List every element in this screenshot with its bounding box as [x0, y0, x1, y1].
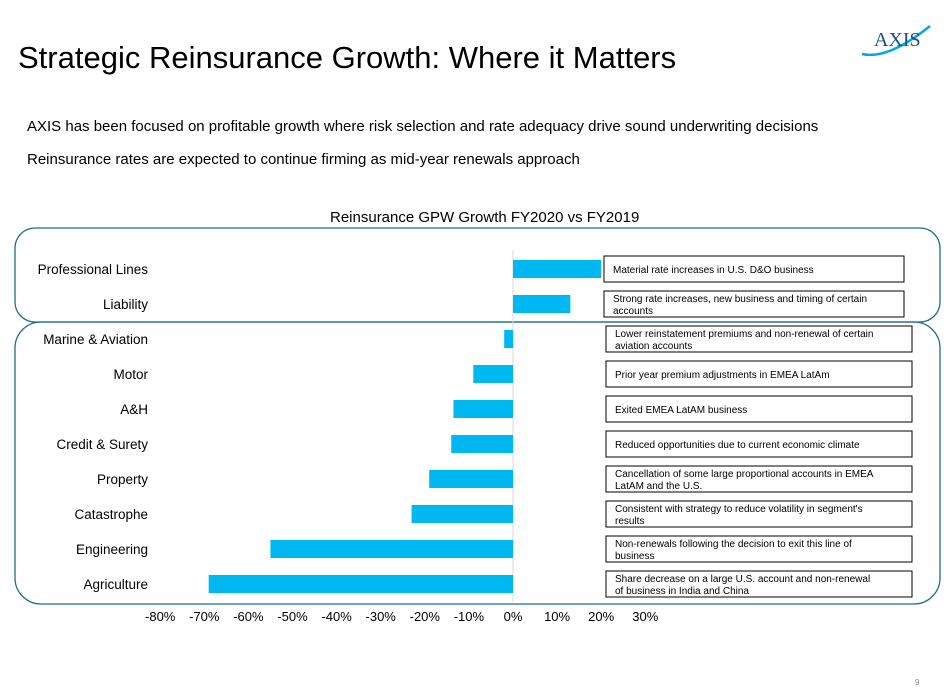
annotation-text: Exited EMEA LatAM business — [615, 405, 747, 416]
x-tick-label: 10% — [544, 609, 570, 624]
axis-logo: AXIS — [861, 25, 931, 57]
annotation-text: aviation accounts — [615, 341, 692, 352]
bar — [411, 505, 513, 523]
logo-swoosh-icon — [861, 25, 931, 57]
bar — [429, 470, 513, 488]
annotation-text: Cancellation of some large proportional … — [615, 469, 874, 480]
annotation-box — [605, 325, 913, 353]
logo-text: AXIS — [874, 29, 921, 51]
category-label: Property — [97, 472, 148, 487]
bar — [208, 575, 513, 593]
annotation-text: results — [615, 516, 644, 527]
annotation-text: Material rate increases in U.S. D&O busi… — [613, 265, 814, 276]
bar — [451, 435, 513, 453]
annotation-box — [605, 570, 913, 598]
bullet-text-2: Reinsurance rates are expected to contin… — [27, 151, 580, 168]
x-tick-label: 0% — [504, 609, 523, 624]
bar — [513, 260, 602, 278]
bar — [504, 330, 513, 348]
x-tick-label: -40% — [321, 609, 352, 624]
annotation-box — [605, 430, 913, 458]
x-tick-label: -50% — [277, 609, 308, 624]
annotation-text: business — [615, 551, 654, 562]
x-tick-label: -20% — [410, 609, 441, 624]
category-label: Marine & Aviation — [43, 332, 148, 347]
bar — [270, 540, 513, 558]
annotation-text: Lower reinstatement premiums and non-ren… — [615, 329, 873, 340]
page-number: 9 — [915, 678, 920, 687]
page-title: Strategic Reinsurance Growth: Where it M… — [18, 40, 677, 75]
annotation-text: of business in India and China — [615, 586, 749, 597]
group-frame-decline — [14, 321, 941, 605]
annotation-box — [603, 255, 905, 283]
annotation-box — [605, 465, 913, 493]
bar — [513, 295, 571, 313]
category-label: Catastrophe — [74, 507, 148, 522]
x-tick-label: 30% — [632, 609, 658, 624]
annotation-text: Prior year premium adjustments in EMEA L… — [615, 370, 830, 381]
annotation-box — [605, 500, 913, 528]
bullet-text-1: AXIS has been focused on profitable grow… — [27, 118, 819, 135]
bar — [473, 365, 513, 383]
category-label: Engineering — [76, 542, 148, 557]
category-label: Professional Lines — [38, 262, 149, 277]
annotation-box — [605, 535, 913, 563]
x-tick-label: -10% — [454, 609, 485, 624]
x-tick-label: -60% — [233, 609, 264, 624]
annotation-text: Strong rate increases, new business and … — [613, 294, 867, 305]
x-tick-label: 20% — [588, 609, 614, 624]
annotation-text: LatAM and the U.S. — [615, 481, 702, 492]
chart-title: Reinsurance GPW Growth FY2020 vs FY2019 — [330, 209, 640, 226]
category-label: Liability — [103, 297, 148, 312]
x-tick-label: -80% — [145, 609, 176, 624]
annotation-text: Share decrease on a large U.S. account a… — [615, 574, 870, 585]
annotation-box — [603, 290, 905, 318]
category-label: Agriculture — [83, 577, 148, 592]
category-label: A&H — [120, 402, 148, 417]
annotation-box — [605, 360, 913, 388]
annotation-text: Reduced opportunities due to current eco… — [615, 440, 860, 451]
annotation-text: Non-renewals following the decision to e… — [615, 539, 852, 550]
x-tick-label: -70% — [189, 609, 220, 624]
x-tick-label: -30% — [366, 609, 397, 624]
annotation-text: Consistent with strategy to reduce volat… — [615, 504, 863, 515]
category-label: Motor — [113, 367, 148, 382]
category-label: Credit & Surety — [56, 437, 148, 452]
annotation-box — [605, 395, 913, 423]
annotation-text: accounts — [613, 306, 653, 317]
bar — [453, 400, 513, 418]
